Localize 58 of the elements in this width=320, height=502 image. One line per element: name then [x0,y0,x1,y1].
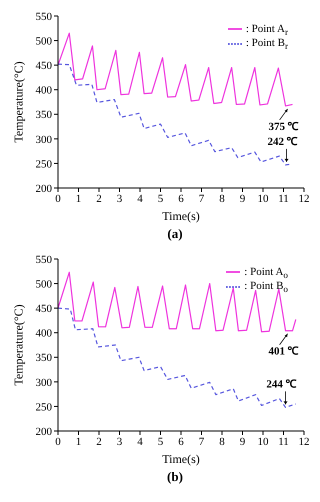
x-tick-label: 1 [76,192,82,205]
legend-label: : Point B$_{r}$ [246,37,288,52]
y-tick-label: 500 [36,278,52,290]
x-tick-label: 8 [219,436,226,448]
y-axis-title: Temperature(°C) [11,61,26,143]
line-series [58,308,296,408]
y-tick-label: 200 [36,426,52,438]
x-tick-label: 10 [258,192,269,205]
x-tick-label: 9 [240,192,246,205]
y-tick-label: 300 [36,376,52,389]
x-tick-label: 0 [55,436,62,448]
x-tick-label: 10 [258,436,269,448]
x-axis-title: Time(s) [162,452,200,466]
x-tick-label: 7 [198,436,205,448]
y-axis-title: Temperature(°C) [11,304,26,386]
x-tick-label: 11 [278,436,289,448]
text: (a) [166,226,184,242]
y-tick-label: 300 [36,134,52,146]
y-tick-label: 200 [36,182,52,195]
legend-label: : Point B$_{o}$ [244,280,288,294]
x-tick-label: 2 [96,192,102,205]
x-tick-label: 4 [137,192,144,205]
annotation: 375 ℃ [268,120,299,133]
text: (b) [166,469,184,485]
x-tick-label: 6 [178,436,184,448]
x-tick-label: 12 [298,436,310,448]
line-series [58,32,294,107]
x-tick-label: 9 [240,436,246,448]
x-tick-label: 0 [55,192,62,205]
x-tick-label: 4 [137,436,144,448]
y-tick-label: 250 [36,158,52,170]
y-tick-label: 400 [36,328,52,340]
x-tick-label: 3 [116,436,123,448]
y-tick-label: 550 [36,254,52,266]
y-tick-label: 400 [36,84,52,97]
x-tick-label: 2 [96,436,102,448]
x-tick-label: 12 [298,192,310,205]
annotation: 244 ℃ [266,378,297,390]
legend-label: : Point A$_{o}$ [244,266,288,280]
y-tick-label: 350 [36,352,52,364]
x-tick-label: 3 [116,192,123,205]
legend-label: : Point A$_{r}$ [246,22,288,37]
annotation: 401 ℃ [268,346,299,358]
y-tick-label: 450 [36,60,52,72]
x-axis-title: Time(s) [162,209,200,223]
x-tick-label: 6 [178,192,184,205]
x-tick-label: 5 [158,192,164,205]
y-tick-label: 350 [36,109,52,122]
x-tick-label: 8 [219,192,226,205]
y-tick-label: 550 [36,10,52,23]
x-tick-label: 1 [76,436,82,448]
y-tick-label: 250 [36,401,52,414]
y-tick-label: 500 [36,35,52,48]
x-tick-label: 7 [198,192,205,205]
y-tick-label: 450 [36,303,52,316]
annotation: 242 ℃ [267,136,298,148]
x-tick-label: 11 [278,192,289,205]
x-tick-label: 5 [158,436,164,448]
